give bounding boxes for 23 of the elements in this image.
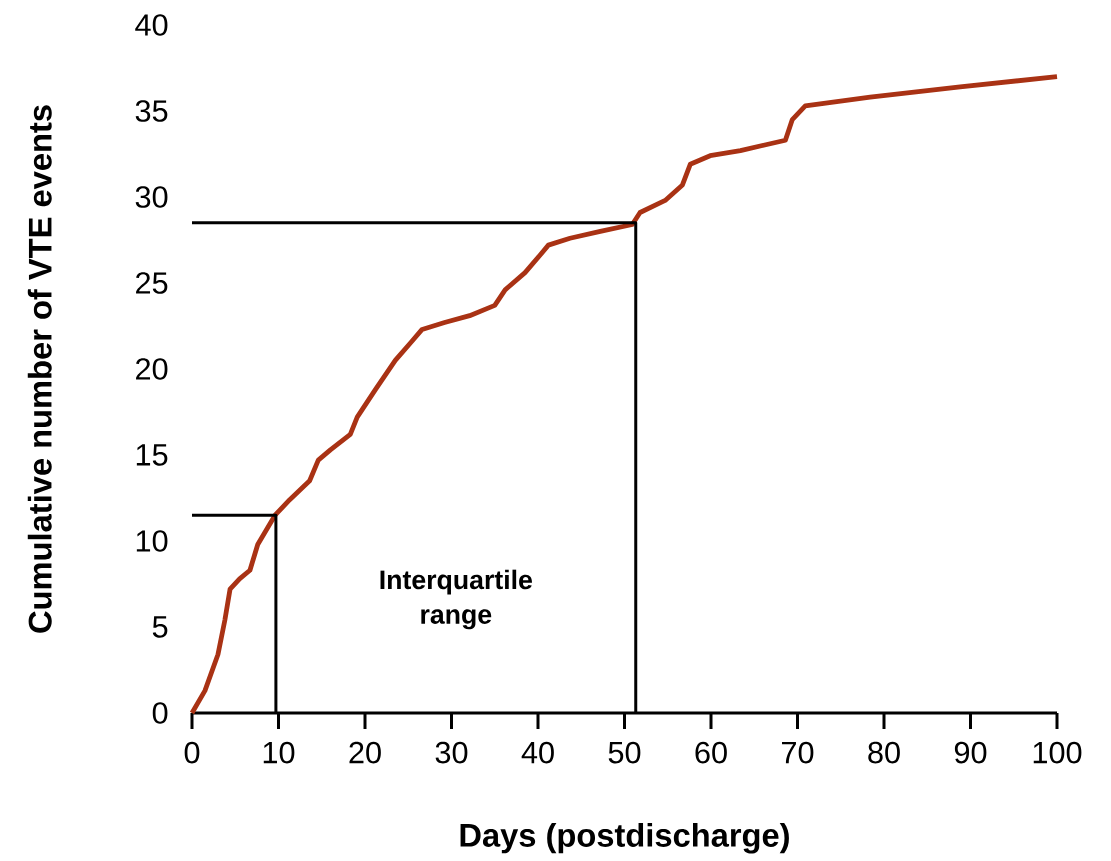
x-tick-label: 40 [521,741,554,764]
y-tick-label: 15 [136,444,168,466]
annotation: Interquartile range [380,569,532,630]
y-axis-title: Cumulative number of VTE events [27,105,52,633]
y-tick-label: 10 [136,530,168,552]
y-tick-label: 35 [135,100,168,122]
x-tick-label: 60 [695,741,727,764]
y-tick-label: 40 [135,14,168,36]
y-tick-label: 25 [136,272,168,294]
x-tick-label: 80 [868,741,900,764]
x-axis-title: Days (postdischarge) [460,822,789,854]
x-tick-label: 10 [263,741,295,764]
x-tick-label: 20 [349,741,381,764]
x-tick-label: 90 [954,741,987,764]
x-tick-label: 50 [608,741,641,764]
y-tick-label: 30 [135,186,168,208]
y-tick-label: 0 [152,702,168,724]
y-tick-label: 20 [136,358,168,380]
x-tick-label: 30 [435,741,468,764]
x-tick-label: 0 [184,741,200,764]
x-tick-label: 100 [1033,741,1082,764]
x-tick-label: 70 [782,741,814,764]
y-tick-label: 5 [152,616,168,638]
